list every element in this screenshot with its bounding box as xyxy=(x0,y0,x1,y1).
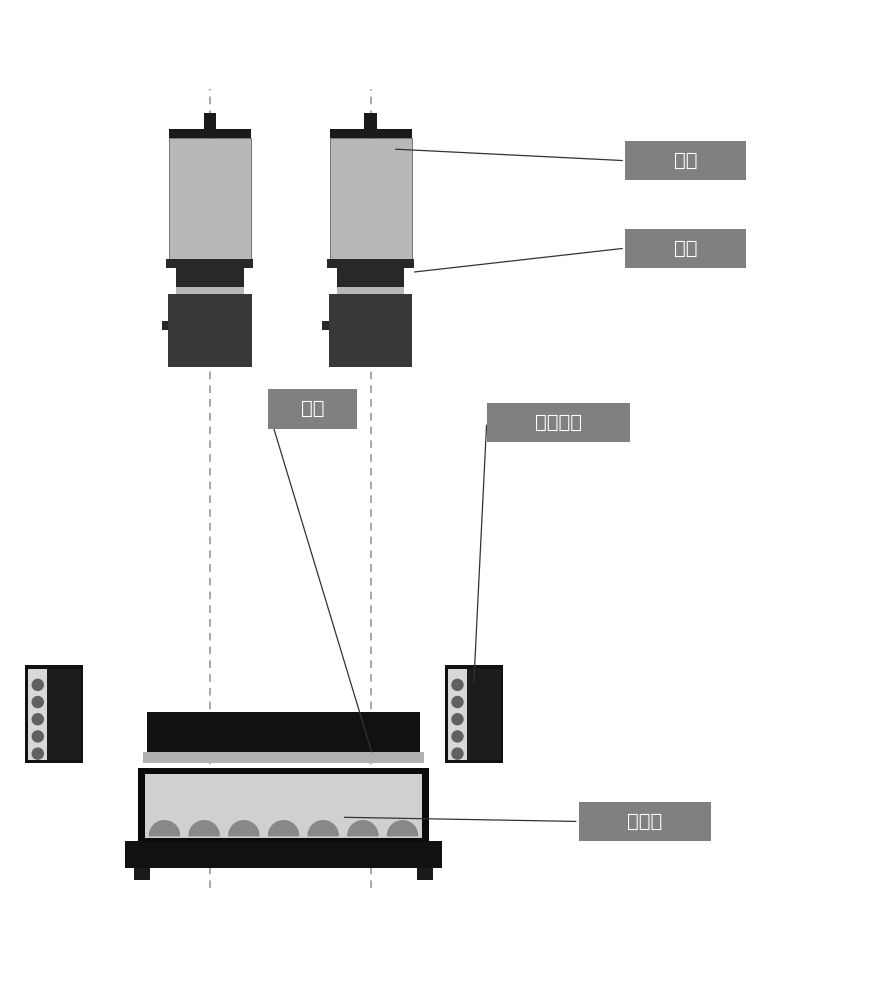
Bar xyxy=(145,774,422,838)
Polygon shape xyxy=(308,821,338,836)
Bar xyxy=(417,868,433,880)
Polygon shape xyxy=(229,821,259,836)
Text: 相机: 相机 xyxy=(673,151,697,170)
Bar xyxy=(322,321,329,330)
Polygon shape xyxy=(189,821,220,836)
Bar xyxy=(330,138,412,259)
Bar xyxy=(168,294,252,367)
Circle shape xyxy=(32,714,43,725)
Circle shape xyxy=(452,714,463,725)
Bar xyxy=(579,802,711,841)
Bar xyxy=(176,268,244,287)
Text: 电芯: 电芯 xyxy=(301,399,324,418)
Circle shape xyxy=(32,679,43,690)
Circle shape xyxy=(452,731,463,742)
Bar xyxy=(125,841,442,868)
Circle shape xyxy=(32,697,43,708)
Circle shape xyxy=(32,748,43,759)
Polygon shape xyxy=(149,821,179,836)
Circle shape xyxy=(452,697,463,708)
Polygon shape xyxy=(388,821,418,836)
Bar xyxy=(169,138,251,259)
Bar xyxy=(204,113,216,129)
Circle shape xyxy=(452,748,463,759)
Text: 背光源: 背光源 xyxy=(627,812,663,831)
Bar xyxy=(166,259,254,268)
Bar xyxy=(625,229,746,268)
Bar xyxy=(448,669,467,760)
Bar xyxy=(467,669,501,760)
Bar xyxy=(134,868,150,880)
Bar xyxy=(445,665,503,763)
Bar xyxy=(268,389,357,429)
Bar xyxy=(337,287,405,294)
Bar xyxy=(138,768,429,844)
Bar xyxy=(143,752,424,763)
Bar xyxy=(625,141,746,180)
Bar xyxy=(329,294,413,367)
Text: 条形光源: 条形光源 xyxy=(535,413,581,432)
Circle shape xyxy=(452,679,463,690)
Bar xyxy=(327,259,414,268)
Circle shape xyxy=(32,731,43,742)
Bar xyxy=(47,669,81,760)
Bar xyxy=(176,287,244,294)
Bar xyxy=(29,669,47,760)
Bar xyxy=(487,403,630,442)
Bar xyxy=(337,268,405,287)
Bar xyxy=(147,712,420,755)
Bar xyxy=(25,665,83,763)
Polygon shape xyxy=(269,821,298,836)
Bar xyxy=(169,129,251,138)
Polygon shape xyxy=(347,821,378,836)
Text: 镜头: 镜头 xyxy=(673,239,697,258)
Bar xyxy=(330,129,412,138)
Bar xyxy=(364,113,377,129)
Bar xyxy=(162,321,168,330)
